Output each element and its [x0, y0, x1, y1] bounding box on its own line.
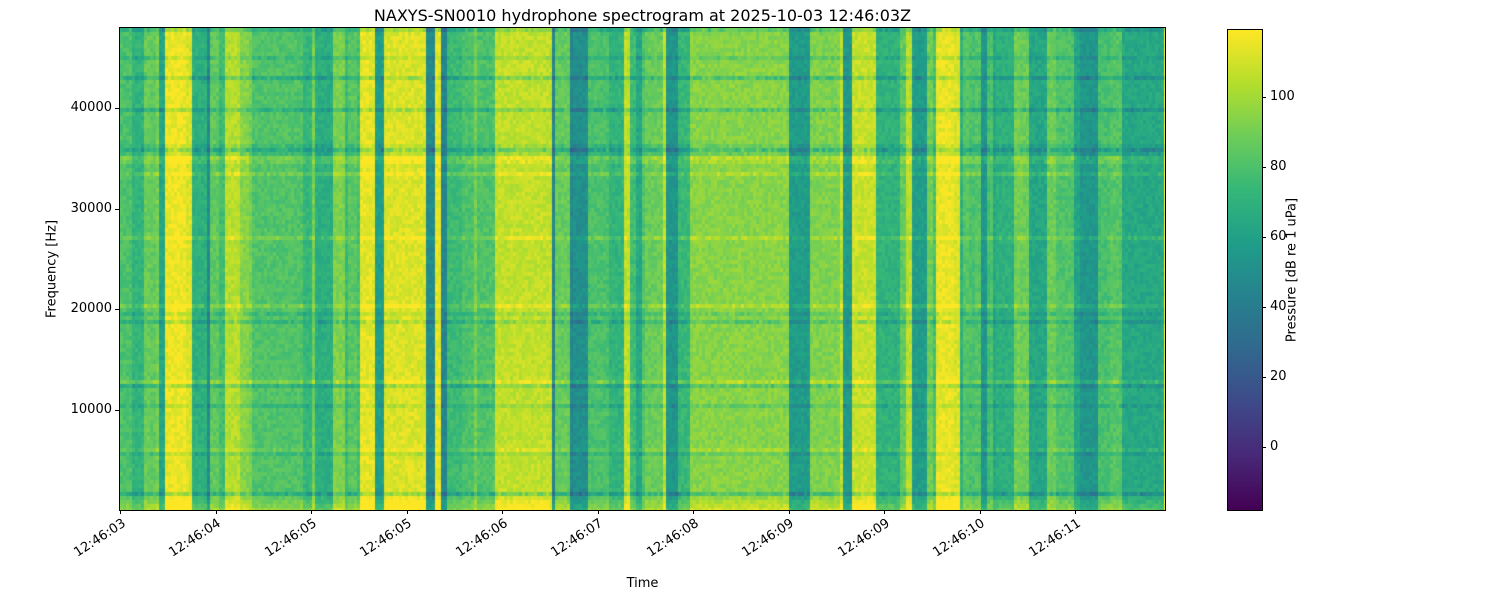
colorbar-tick-label: 80: [1270, 158, 1287, 174]
tick-mark: [406, 510, 408, 514]
colorbar-tick-label: 40: [1270, 298, 1287, 314]
colorbar-tick-label: 20: [1270, 368, 1287, 384]
tick-mark: [115, 309, 120, 311]
x-tick-label: 12:46:11: [1026, 516, 1084, 561]
tick-mark: [1262, 166, 1266, 168]
y-tick-label: 20000: [70, 301, 112, 317]
x-tick-label: 12:46:05: [357, 516, 415, 561]
tick-mark: [1262, 446, 1266, 448]
tick-mark: [1075, 510, 1076, 514]
x-axis-label: Time: [626, 576, 659, 591]
colorbar-gradient: [1227, 29, 1263, 511]
colorbar-tick-label: 0: [1270, 438, 1279, 454]
x-tick-label: 12:46:05: [262, 516, 320, 561]
tick-mark: [1262, 306, 1266, 308]
tick-mark: [215, 510, 217, 514]
tick-mark: [693, 510, 694, 514]
y-tick-label: 40000: [70, 100, 112, 116]
tick-mark: [115, 108, 120, 110]
spectrogram-heatmap: [119, 27, 1166, 511]
tick-mark: [115, 208, 120, 210]
tick-mark: [115, 409, 120, 411]
x-tick-label: 12:46:08: [644, 516, 702, 561]
tick-mark: [502, 510, 503, 514]
x-tick-label: 12:46:09: [739, 516, 797, 561]
colorbar-tick-label: 100: [1270, 88, 1295, 104]
y-tick-label: 10000: [70, 401, 112, 417]
x-tick-label: 12:46:06: [453, 516, 511, 561]
tick-mark: [120, 510, 121, 514]
x-tick-label: 12:46:07: [548, 516, 606, 561]
tick-mark: [1262, 236, 1266, 238]
colorbar-tick-label: 60: [1270, 228, 1287, 244]
tick-mark: [1262, 376, 1266, 378]
tick-mark: [884, 510, 885, 514]
colorbar-label: Pressure [dB re 1 uPa]: [1284, 197, 1300, 343]
x-tick-label: 12:46:10: [930, 516, 988, 561]
y-tick-label: 30000: [70, 200, 112, 216]
tick-mark: [1262, 96, 1266, 98]
tick-mark: [597, 510, 599, 514]
tick-mark: [979, 510, 981, 514]
tick-mark: [788, 510, 790, 514]
x-tick-label: 12:46:03: [71, 516, 129, 561]
x-tick-label: 12:46:09: [835, 516, 893, 561]
x-tick-label: 12:46:04: [166, 516, 224, 561]
tick-mark: [311, 510, 312, 514]
chart-title: NAXYS-SN0010 hydrophone spectrogram at 2…: [373, 6, 912, 25]
